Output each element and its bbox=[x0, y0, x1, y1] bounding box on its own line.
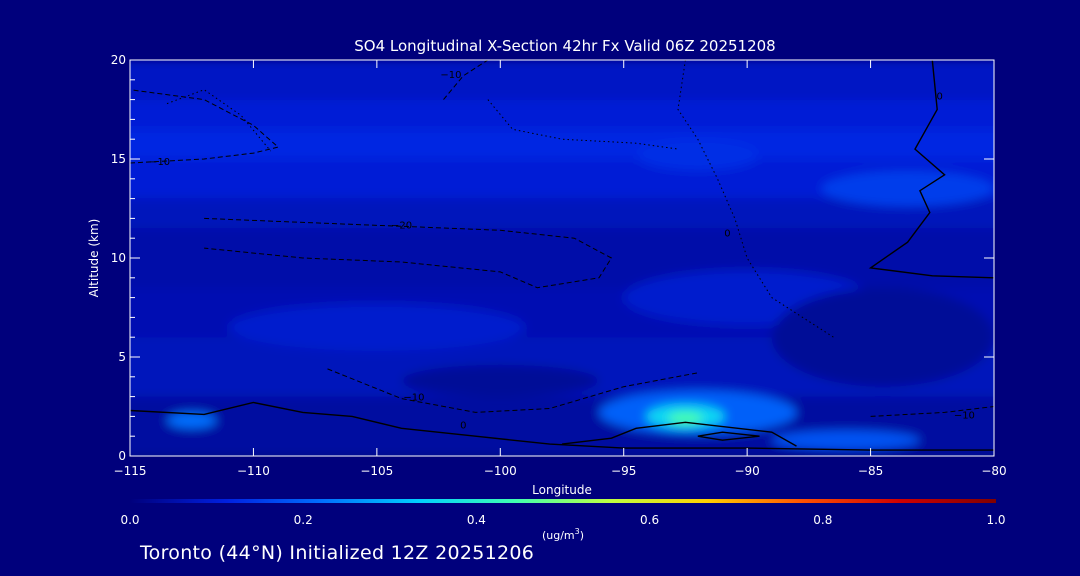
contour-line-solid bbox=[697, 431, 760, 441]
y-tick-label: 0 bbox=[118, 449, 126, 463]
plot-area: 0 0 −10 −10 −20 −10 −10 0 bbox=[129, 59, 995, 457]
field-patch bbox=[228, 303, 525, 352]
y-tick-label: 20 bbox=[111, 53, 126, 67]
y-tick-label: 10 bbox=[111, 251, 126, 265]
y-tick-label: 5 bbox=[118, 350, 126, 364]
contour-line-dashed bbox=[870, 406, 994, 417]
field-patch bbox=[771, 287, 994, 387]
colorbar-ticks: 0.0 0.2 0.4 0.6 0.8 1.0 bbox=[120, 513, 1005, 527]
contour-label: 0 bbox=[937, 92, 943, 103]
colorbar-ramp bbox=[130, 499, 996, 503]
field-patch bbox=[636, 139, 760, 171]
contour-line-dashed bbox=[130, 89, 280, 164]
x-tick-label: −115 bbox=[114, 464, 147, 478]
contour-label: −10 bbox=[954, 410, 975, 421]
x-tick-label: −110 bbox=[237, 464, 270, 478]
x-axis: −115 −110 −105 −100 −95 −90 −85 −80 bbox=[114, 60, 1007, 478]
field-patch bbox=[167, 412, 217, 429]
contour-label: 0 bbox=[460, 420, 466, 431]
x-tick-label: −80 bbox=[981, 464, 1006, 478]
x-tick-label: −100 bbox=[484, 464, 517, 478]
colorbar: 0.0 0.2 0.4 0.6 0.8 1.0 (ug/m3) bbox=[120, 499, 1006, 542]
colorbar-tick-label: 0.6 bbox=[640, 513, 659, 527]
field-patch bbox=[401, 364, 600, 397]
x-tick-label: −95 bbox=[611, 464, 636, 478]
contour-line-solid bbox=[868, 60, 994, 279]
y-axis-label: Altitude (km) bbox=[87, 219, 101, 298]
field-band bbox=[130, 198, 994, 229]
colorbar-tick-label: 1.0 bbox=[986, 513, 1005, 527]
colorbar-tick-label: 0.8 bbox=[813, 513, 832, 527]
x-tick-label: −90 bbox=[734, 464, 759, 478]
contour-label: 0 bbox=[724, 228, 730, 239]
field-band bbox=[130, 129, 994, 159]
colorbar-tick-label: 0.4 bbox=[467, 513, 486, 527]
field-band bbox=[130, 60, 994, 100]
x-axis-label: Longitude bbox=[532, 483, 592, 497]
contour-line-dashed bbox=[327, 368, 698, 413]
field-band bbox=[130, 228, 994, 288]
field-band bbox=[130, 99, 994, 130]
colorbar-tick-label: 0.2 bbox=[294, 513, 313, 527]
field-patch bbox=[771, 430, 920, 451]
y-axis: 0 5 10 15 20 bbox=[111, 53, 994, 463]
colorbar-units: (ug/m3) bbox=[542, 527, 584, 542]
footer-caption: Toronto (44°N) Initialized 12Z 20251206 bbox=[140, 542, 535, 564]
contour-line-dashed bbox=[443, 60, 489, 100]
y-tick-label: 15 bbox=[111, 152, 126, 166]
contour-label: −10 bbox=[403, 393, 424, 404]
contour-line-dashed bbox=[204, 217, 613, 289]
concentration-field bbox=[130, 60, 994, 456]
contour-label: −20 bbox=[391, 220, 412, 231]
x-tick-label: −85 bbox=[858, 464, 883, 478]
contour-label: −10 bbox=[440, 70, 461, 81]
field-shading bbox=[130, 60, 994, 456]
x-tick-label: −105 bbox=[360, 464, 393, 478]
contour-lines: 0 0 −10 −10 −20 −10 −10 0 bbox=[130, 60, 994, 451]
contour-line-solid bbox=[130, 401, 994, 451]
chart-title: SO4 Longitudinal X-Section 42hr Fx Valid… bbox=[354, 37, 775, 55]
field-patch bbox=[668, 412, 703, 425]
contour-label: −10 bbox=[149, 157, 170, 168]
field-patch bbox=[821, 170, 994, 207]
colorbar-tick-label: 0.0 bbox=[120, 513, 139, 527]
contour-line-solid bbox=[561, 421, 797, 447]
